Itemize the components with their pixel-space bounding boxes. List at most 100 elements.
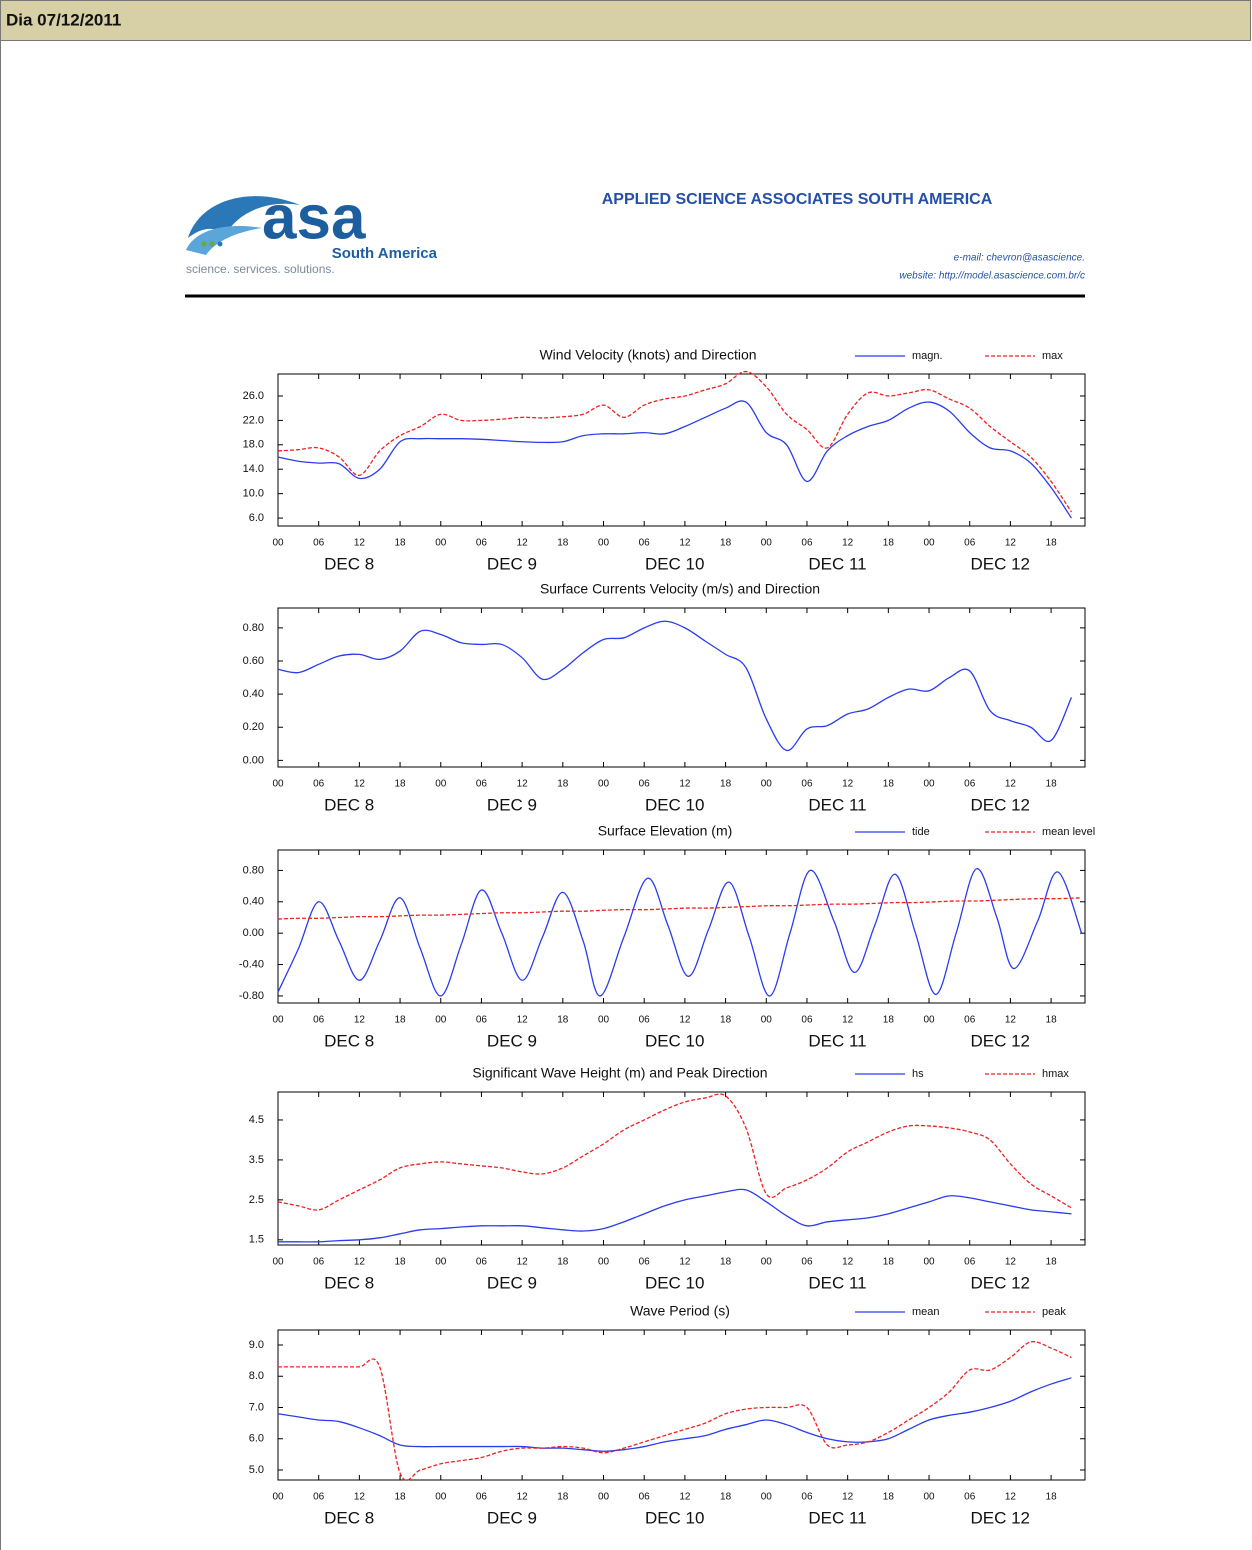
x-tick-label: 06 (313, 779, 325, 790)
day-label: DEC 11 (808, 554, 866, 573)
x-tick-label: 12 (354, 1015, 366, 1026)
x-tick-label: 18 (395, 779, 407, 790)
x-tick-label: 06 (964, 779, 976, 790)
x-tick-label: 18 (557, 1257, 569, 1268)
x-tick-label: 12 (354, 1257, 366, 1268)
x-tick-label: 06 (476, 779, 488, 790)
day-label: DEC 8 (324, 795, 374, 814)
day-label: DEC 11 (808, 795, 866, 814)
y-tick-label: 0.00 (243, 927, 264, 939)
day-label: DEC 8 (324, 1031, 374, 1050)
company-name: APPLIED SCIENCE ASSOCIATES SOUTH AMERICA (602, 191, 993, 208)
x-tick-label: 12 (842, 1257, 854, 1268)
day-label: DEC 8 (324, 1508, 374, 1527)
day-label: DEC 9 (487, 795, 537, 814)
day-label: DEC 10 (645, 795, 705, 814)
x-tick-label: 12 (842, 1015, 854, 1026)
x-tick-label: 18 (395, 1015, 407, 1026)
x-tick-label: 12 (354, 1492, 366, 1503)
plot-frame (277, 607, 1086, 768)
x-tick-label: 06 (639, 538, 651, 549)
header-date: Dia 07/12/2011 (6, 10, 121, 29)
legend-label: mean level (1042, 826, 1095, 838)
y-tick-label: 0.20 (243, 721, 264, 733)
y-tick-label: -0.40 (239, 958, 264, 970)
x-tick-label: 00 (435, 1257, 447, 1268)
legend-label: magn. (912, 350, 943, 362)
x-tick-label: 12 (517, 779, 529, 790)
x-tick-label: 12 (679, 1257, 691, 1268)
legend-label: mean (912, 1306, 940, 1318)
x-tick-label: 06 (639, 1492, 651, 1503)
y-tick-label: 2.5 (249, 1194, 264, 1206)
day-label: DEC 9 (487, 1031, 537, 1050)
x-tick-label: 06 (476, 1015, 488, 1026)
logo-region: South America (332, 245, 438, 262)
day-label: DEC 10 (645, 1508, 705, 1527)
series-line (277, 1093, 1072, 1211)
x-tick-label: 18 (1046, 779, 1058, 790)
x-tick-label: 00 (923, 779, 935, 790)
x-tick-label: 00 (435, 538, 447, 549)
x-tick-label: 00 (923, 538, 935, 549)
series-line (277, 868, 1083, 997)
y-tick-label: 22.0 (243, 414, 264, 426)
plot-frame (277, 373, 1086, 527)
x-tick-label: 12 (1005, 779, 1017, 790)
x-tick-label: 00 (272, 1492, 284, 1503)
x-tick-label: 18 (720, 1015, 732, 1026)
x-tick-label: 00 (923, 1492, 935, 1503)
day-label: DEC 11 (808, 1508, 866, 1527)
y-tick-label: 6.0 (249, 1433, 264, 1445)
x-tick-label: 18 (720, 1257, 732, 1268)
day-label: DEC 12 (970, 1273, 1030, 1292)
y-tick-label: 18.0 (243, 439, 264, 451)
x-tick-label: 18 (395, 1257, 407, 1268)
x-tick-label: 00 (272, 538, 284, 549)
chart-title: Wind Velocity (knots) and Direction (539, 347, 756, 363)
x-tick-label: 06 (639, 1257, 651, 1268)
series-line (277, 620, 1073, 752)
x-tick-label: 18 (883, 779, 895, 790)
x-tick-label: 00 (761, 1492, 773, 1503)
x-tick-label: 12 (517, 1492, 529, 1503)
chart-title: Surface Elevation (m) (598, 823, 733, 839)
legend-label: hs (912, 1068, 924, 1080)
day-label: DEC 10 (645, 1273, 705, 1292)
day-label: DEC 10 (645, 1031, 705, 1050)
x-tick-label: 06 (964, 1257, 976, 1268)
x-tick-label: 06 (313, 1015, 325, 1026)
x-tick-label: 18 (720, 538, 732, 549)
legend-label: max (1042, 350, 1063, 362)
logo: asa South America science. services. sol… (186, 183, 438, 276)
y-tick-label: 0.40 (243, 896, 264, 908)
y-tick-label: 5.0 (249, 1464, 264, 1476)
x-tick-label: 12 (679, 1492, 691, 1503)
x-tick-label: 00 (435, 1492, 447, 1503)
y-tick-label: 3.5 (249, 1154, 264, 1166)
x-tick-label: 12 (1005, 1015, 1017, 1026)
x-tick-label: 18 (1046, 538, 1058, 549)
x-tick-label: 12 (679, 779, 691, 790)
day-label: DEC 9 (487, 1508, 537, 1527)
y-tick-label: 1.5 (249, 1234, 264, 1246)
x-tick-label: 18 (557, 1015, 569, 1026)
x-tick-label: 00 (598, 538, 610, 549)
header-bar (0, 0, 1251, 41)
plot-frame (277, 1329, 1086, 1481)
x-tick-label: 00 (923, 1015, 935, 1026)
x-tick-label: 00 (598, 1015, 610, 1026)
series-line (277, 1377, 1072, 1452)
plot-frame (277, 849, 1086, 1004)
logo-dot (201, 241, 207, 247)
email: e-mail: chevron@asascience. (954, 253, 1085, 264)
x-tick-label: 00 (435, 1015, 447, 1026)
x-tick-label: 12 (517, 538, 529, 549)
chart-title: Surface Currents Velocity (m/s) and Dire… (540, 581, 820, 597)
day-label: DEC 12 (970, 554, 1030, 573)
day-label: DEC 9 (487, 554, 537, 573)
x-tick-label: 06 (639, 779, 651, 790)
day-label: DEC 11 (808, 1273, 866, 1292)
x-tick-label: 18 (883, 1015, 895, 1026)
